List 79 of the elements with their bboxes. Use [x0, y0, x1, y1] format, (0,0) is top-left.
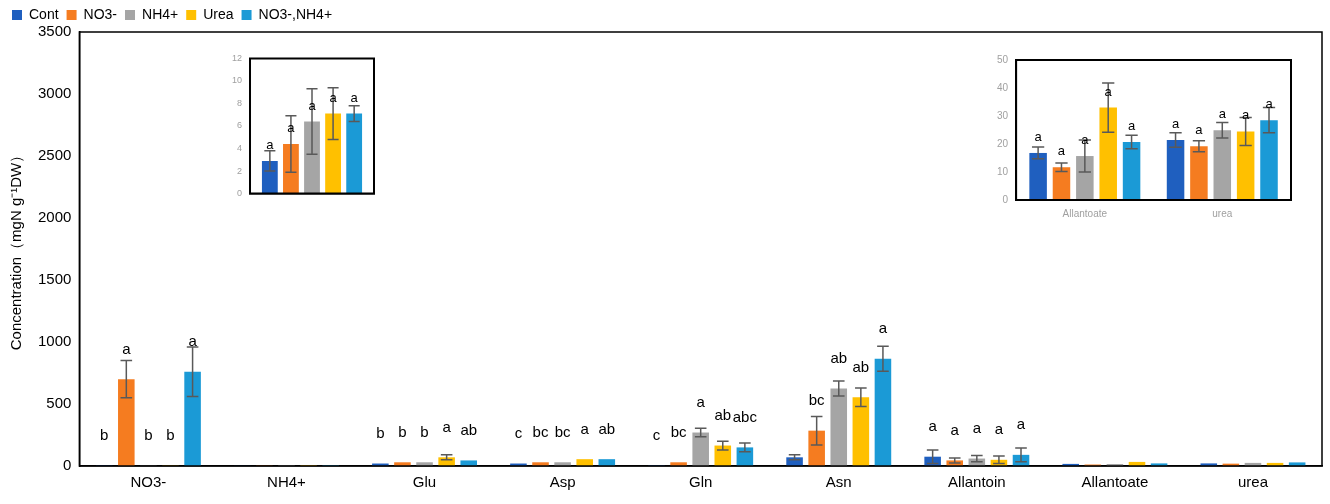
data-label: bc	[670, 422, 688, 440]
data-label: a	[266, 137, 275, 152]
data-label: a	[878, 319, 888, 337]
data-label: a	[950, 421, 960, 439]
data-label: a	[1171, 116, 1180, 132]
data-label: a	[188, 332, 198, 350]
data-label: b	[100, 426, 109, 444]
y-tick-label: 3000	[37, 84, 72, 102]
data-label: c	[652, 426, 661, 444]
data-label: a	[1127, 118, 1136, 134]
x-tick-label: Allantoate	[1062, 207, 1108, 219]
data-label: a	[442, 417, 452, 435]
y-tick-label: 2	[237, 165, 243, 176]
y-tick-label: 1500	[37, 270, 72, 288]
y-tick-label: 8	[237, 97, 243, 108]
data-label: b	[144, 426, 153, 444]
legend-label: Cont	[29, 5, 59, 22]
data-label: bc	[532, 422, 549, 440]
x-tick-label: NH4+	[267, 473, 307, 491]
data-label: ab	[852, 357, 870, 375]
data-label: b	[376, 424, 385, 442]
data-label: bc	[808, 391, 826, 409]
y-tick-label: 20	[997, 137, 1009, 149]
data-label: ab	[598, 419, 616, 437]
data-label: c	[514, 424, 523, 442]
data-label: ab	[830, 349, 848, 367]
data-label: a	[1057, 143, 1066, 159]
y-tick-label: 12	[232, 52, 243, 63]
data-label: a	[122, 339, 132, 357]
x-tick-label: NO3-	[130, 473, 167, 491]
data-label: a	[1218, 106, 1227, 122]
x-tick-label: Allantoate	[1081, 473, 1149, 491]
y-tick-label: 30	[997, 109, 1009, 121]
y-tick-label: 0	[237, 188, 243, 199]
y-tick-label: 10	[997, 165, 1009, 177]
x-tick-label: Asn	[825, 473, 852, 491]
data-label: a	[329, 89, 338, 105]
x-tick-label: urea	[1212, 207, 1233, 219]
legend-label: NO3-	[83, 5, 118, 22]
y-tick-label: 2500	[37, 146, 72, 164]
data-label: a	[994, 420, 1004, 438]
data-label: b	[398, 422, 407, 440]
data-label: a	[1195, 122, 1204, 138]
data-label: a	[580, 419, 590, 437]
y-tick-label: 1000	[37, 332, 72, 350]
x-tick-label: Asp	[549, 473, 576, 491]
x-tick-label: Glu	[412, 473, 437, 491]
y-tick-label: 2000	[37, 208, 72, 226]
y-tick-label: 500	[46, 394, 72, 412]
x-tick-label: urea	[1237, 473, 1269, 491]
y-tick-label: 50	[997, 53, 1009, 65]
legend-label: NH4+	[142, 5, 179, 22]
data-label: ab	[460, 421, 478, 439]
data-label: a	[928, 417, 938, 435]
data-label: a	[972, 419, 982, 437]
y-axis-title: Concentration（mgN g⁻¹DW）	[7, 147, 25, 351]
y-tick-label: 6	[237, 120, 243, 131]
data-label: a	[308, 97, 317, 113]
data-label: b	[166, 426, 175, 444]
data-label: a	[696, 393, 706, 411]
data-label: abc	[732, 408, 758, 426]
y-tick-label: 10	[232, 75, 243, 86]
data-label: bc	[554, 422, 572, 440]
data-label: a	[1034, 129, 1043, 145]
y-tick-label: 3500	[37, 22, 72, 40]
legend-label: NO3-,NH4+	[258, 5, 333, 22]
data-label: a	[287, 120, 296, 136]
data-label: a	[1081, 132, 1090, 148]
legend-label: Urea	[203, 5, 234, 22]
data-label: ab	[714, 406, 732, 424]
x-tick-label: Gln	[689, 473, 713, 491]
y-tick-label: 0	[63, 456, 72, 474]
data-label: b	[420, 422, 429, 440]
y-tick-label: 4	[237, 143, 243, 154]
y-tick-label: 40	[997, 81, 1009, 93]
x-tick-label: Allantoin	[948, 473, 1006, 491]
y-tick-label: 0	[1002, 193, 1009, 205]
data-label: a	[1016, 415, 1026, 433]
data-label: a	[350, 89, 359, 105]
